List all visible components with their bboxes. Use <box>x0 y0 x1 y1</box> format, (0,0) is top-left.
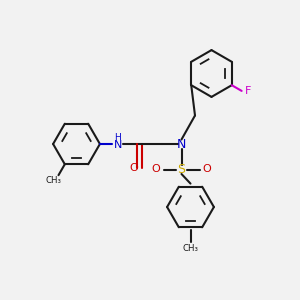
Text: CH₃: CH₃ <box>182 244 199 253</box>
Text: O: O <box>130 163 139 173</box>
Text: O: O <box>152 164 160 175</box>
Text: N: N <box>177 137 186 151</box>
Text: F: F <box>245 86 251 96</box>
Text: N: N <box>114 140 122 151</box>
Text: S: S <box>178 163 185 176</box>
Text: CH₃: CH₃ <box>46 176 62 185</box>
Text: O: O <box>202 164 211 175</box>
Text: H: H <box>114 133 120 142</box>
